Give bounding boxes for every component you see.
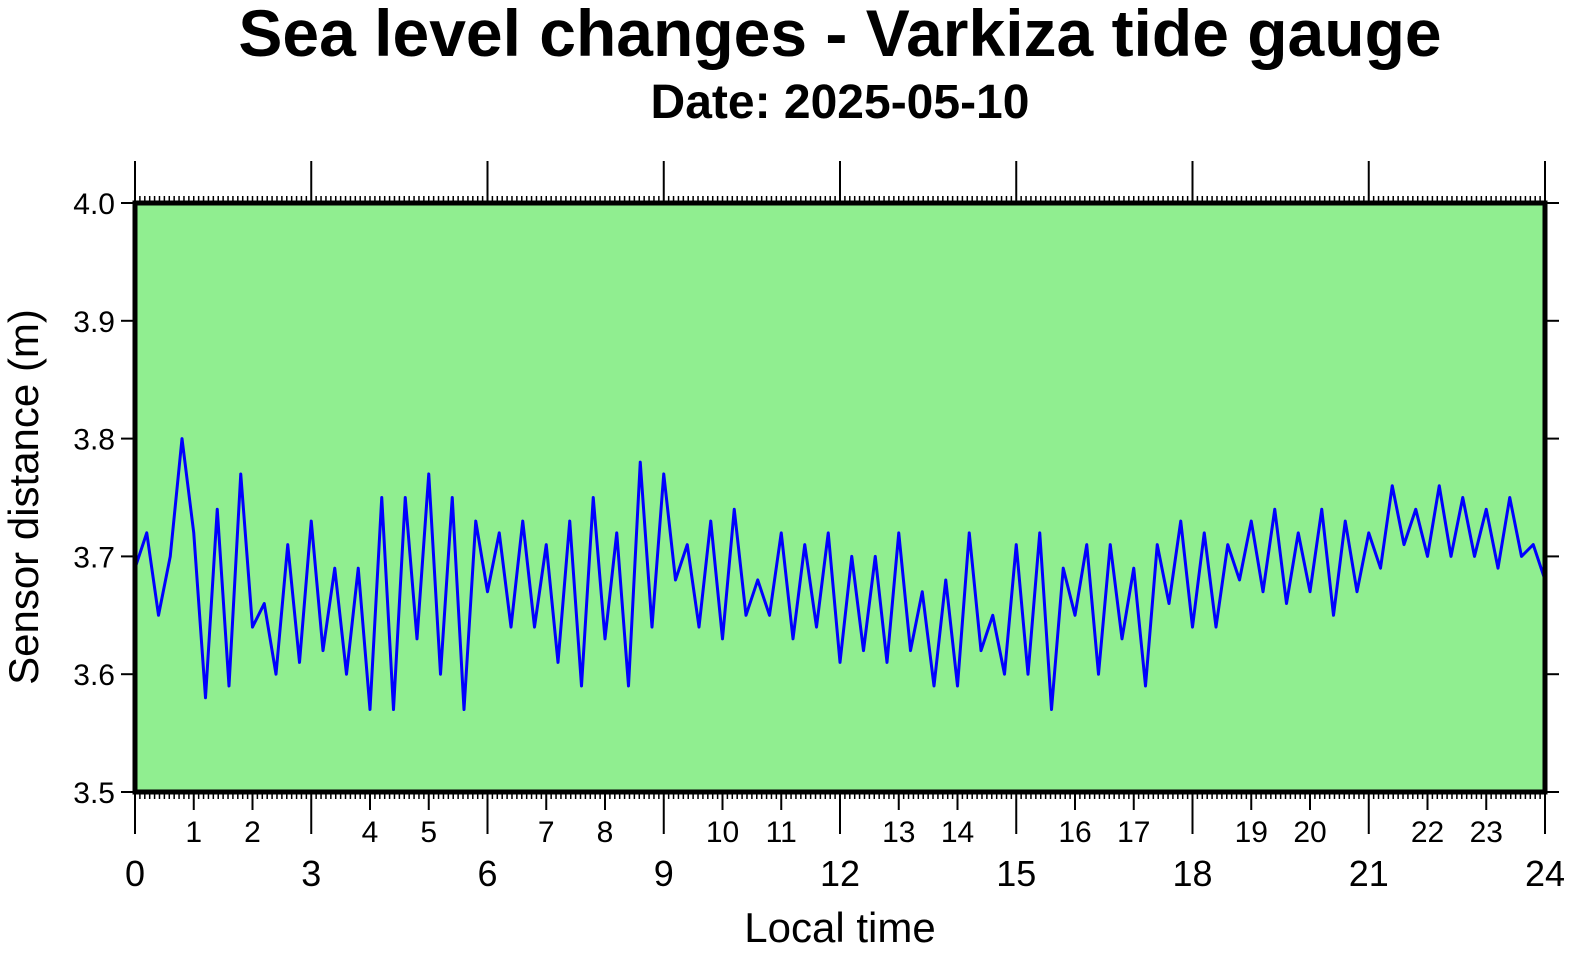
- y-axis-label: Sensor distance (m): [0, 309, 47, 685]
- x-axis-label: Local time: [744, 904, 935, 950]
- x-minor-tick-label: 2: [244, 816, 261, 849]
- x-tick-label: 12: [820, 853, 860, 894]
- y-tick-label: 3.9: [73, 306, 115, 339]
- x-minor-tick-label: 22: [1411, 816, 1444, 849]
- x-tick-label: 15: [996, 853, 1036, 894]
- x-tick-label: 18: [1172, 853, 1212, 894]
- x-minor-tick-label: 1: [185, 816, 202, 849]
- x-tick-label: 6: [477, 853, 497, 894]
- x-minor-tick-label: 20: [1293, 816, 1326, 849]
- y-tick-label: 4.0: [73, 188, 115, 221]
- x-minor-tick-label: 7: [538, 816, 555, 849]
- plot-frame: [132, 200, 1548, 795]
- x-minor-tick-label: 16: [1058, 816, 1091, 849]
- y-tick-label: 3.5: [73, 777, 115, 810]
- x-minor-tick-label: 4: [362, 816, 379, 849]
- x-minor-tick-label: 5: [420, 816, 437, 849]
- chart-title: Sea level changes - Varkiza tide gauge: [238, 0, 1441, 70]
- data-line: [133, 437, 1547, 712]
- x-tick-label: 24: [1525, 853, 1565, 894]
- y-tick-label: 3.7: [73, 541, 115, 574]
- x-tick-label: 3: [301, 853, 321, 894]
- x-minor-tick-label: 23: [1470, 816, 1503, 849]
- x-minor-tick-label: 19: [1235, 816, 1268, 849]
- x-tick-label: 21: [1349, 853, 1389, 894]
- plot-background: [135, 203, 1545, 792]
- x-minor-tick-label: 13: [882, 816, 915, 849]
- x-tick-label: 9: [654, 853, 674, 894]
- chart-subtitle: Date: 2025-05-10: [651, 76, 1030, 129]
- y-tick-label: 3.6: [73, 659, 115, 692]
- x-minor-tick-label: 11: [766, 816, 797, 849]
- x-minor-tick-label: 14: [941, 816, 974, 849]
- x-tick-label: 0: [125, 853, 145, 894]
- y-tick-label: 3.8: [73, 424, 115, 457]
- x-minor-tick-label: 8: [597, 816, 614, 849]
- x-minor-tick-label: 10: [706, 816, 739, 849]
- x-minor-tick-label: 17: [1117, 816, 1150, 849]
